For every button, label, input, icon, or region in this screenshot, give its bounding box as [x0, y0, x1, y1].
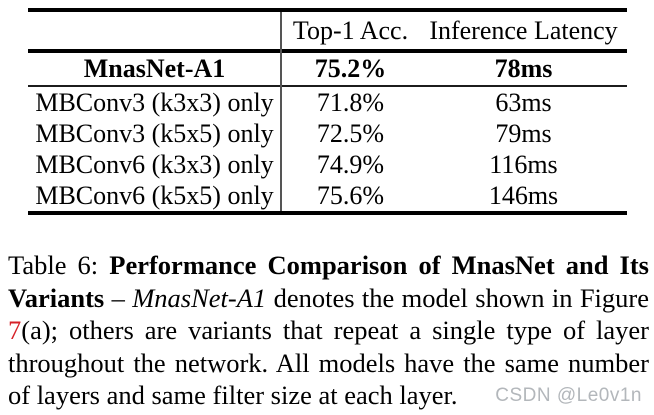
caption-title-bold: Performance Comparison of MnasNet and It…: [109, 250, 649, 280]
cell-model: MBConv3 (k5x5) only: [35, 118, 274, 148]
cell-latency: 79ms: [495, 118, 552, 148]
figure-7-link[interactable]: 7: [8, 315, 22, 345]
cell-model: MBConv3 (k3x3) only: [35, 87, 274, 117]
table-row-mbconv6-k3x3: MBConv6 (k3x3) only 74.9% 116ms: [28, 149, 627, 180]
caption-line-2: Variants – MnasNet-A1 denotes the model …: [8, 282, 649, 315]
cell-top1-acc: 72.5%: [316, 118, 385, 148]
cell-model: MBConv6 (k3x3) only: [35, 149, 274, 179]
cell-model: MnasNet-A1: [83, 54, 226, 83]
model-name-italic: MnasNet-A1: [132, 282, 267, 313]
cell-top1-acc: 75.6%: [316, 180, 385, 210]
table-row-mnasnet-a1: MnasNet-A1 75.2% 78ms: [28, 53, 627, 87]
cell-latency: 146ms: [488, 180, 559, 210]
caption-line-5: of layers and same filter size at each l…: [8, 379, 649, 412]
cell-model: MBConv6 (k5x5) only: [35, 180, 274, 210]
cell-latency: 116ms: [489, 149, 558, 179]
caption-text: denotes the model shown in Figure: [266, 282, 650, 313]
cell-top1-acc: 71.8%: [316, 87, 385, 117]
table-header-row: Top-1 Acc. Inference Latency: [28, 12, 627, 53]
table-row-mbconv3-k3x3: MBConv3 (k3x3) only 71.8% 63ms: [28, 87, 627, 118]
cell-top1-acc: 75.2%: [314, 54, 387, 83]
caption-text: throughout the network. All models have …: [8, 347, 649, 378]
cell-latency: 63ms: [495, 87, 552, 117]
header-cell-top1-acc: Top-1 Acc.: [292, 15, 409, 45]
caption-text: (a); others are variants that repeat a s…: [21, 315, 649, 345]
results-table: Top-1 Acc. Inference Latency MnasNet-A1 …: [28, 8, 627, 215]
column-divider-line: [280, 12, 282, 211]
caption-line-4: throughout the network. All models have …: [8, 347, 649, 380]
cell-top1-acc: 74.9%: [316, 149, 385, 179]
table-row-mbconv6-k5x5: MBConv6 (k5x5) only 75.6% 146ms: [28, 180, 627, 211]
table-caption: Table 6: Performance Comparison of MnasN…: [8, 249, 649, 412]
caption-dash: –: [104, 282, 133, 313]
table-row-mbconv3-k5x5: MBConv3 (k5x5) only 72.5% 79ms: [28, 118, 627, 149]
caption-title-bold-cont: Variants: [8, 282, 105, 313]
caption-label: Table 6:: [8, 250, 110, 280]
csdn-watermark: CSDN @Le0v1n: [495, 385, 642, 406]
caption-line-1: Table 6: Performance Comparison of MnasN…: [8, 249, 649, 282]
caption-text: of layers and same filter size at each l…: [8, 380, 458, 410]
cell-latency: 78ms: [494, 54, 553, 83]
caption-line-3: 7(a); others are variants that repeat a …: [8, 314, 649, 347]
header-cell-inference-latency: Inference Latency: [429, 15, 618, 45]
